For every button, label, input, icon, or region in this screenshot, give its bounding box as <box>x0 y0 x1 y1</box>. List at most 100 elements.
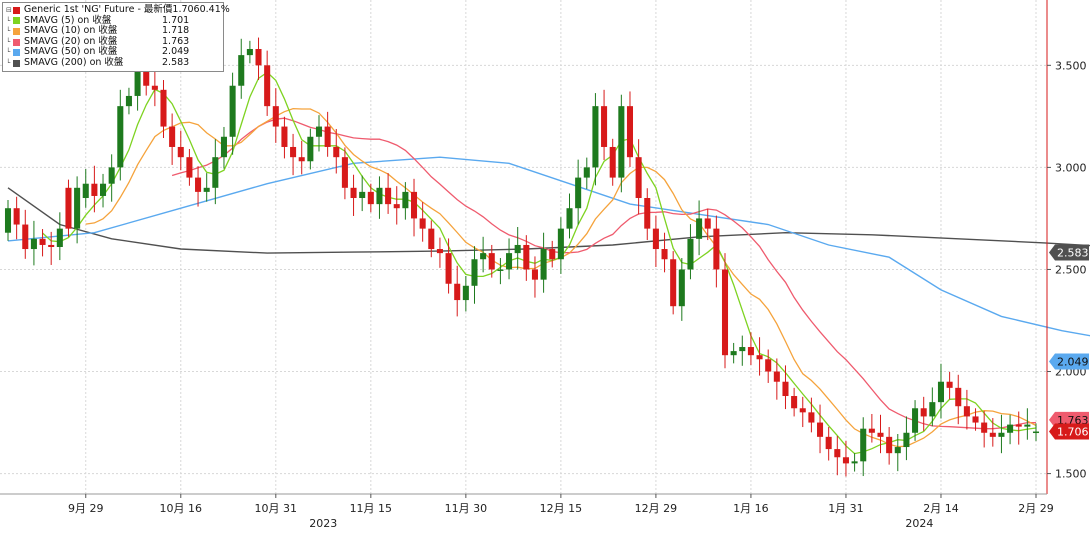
candle-body <box>713 228 720 270</box>
candle-body <box>160 89 167 127</box>
candle-body <box>618 106 625 178</box>
candle-body <box>894 447 901 454</box>
legend-swatch <box>13 27 20 35</box>
legend-value: 2.583 <box>162 56 190 68</box>
candle-body <box>635 157 642 199</box>
candle-body <box>583 167 590 178</box>
x-axis-ticks: 9月 29 10月 16 10月 31 11月 15 11月 30 12月 15 12月 2… <box>68 494 1054 530</box>
candle-body <box>82 183 89 199</box>
legend-value: 1.701 <box>162 14 190 26</box>
candle-body <box>946 381 953 388</box>
candle-body <box>117 106 124 168</box>
candle-body <box>307 136 314 162</box>
x-year-label: 2023 <box>309 517 337 529</box>
candle-body <box>177 146 184 158</box>
candle-body <box>315 126 323 137</box>
legend-label: SMAVG (20) on 收盤 <box>24 35 118 47</box>
x-tick-label: 10月 16 <box>160 502 203 515</box>
x-tick-label: 11月 30 <box>445 502 488 515</box>
x-tick-label: 1月 31 <box>828 502 864 515</box>
candle-body <box>238 55 245 86</box>
value-badge-label: 1.706 <box>1057 426 1089 439</box>
sma-50-line <box>7 156 1090 337</box>
candle-body <box>765 359 772 372</box>
candle-body <box>436 249 443 254</box>
candle-body <box>143 69 150 86</box>
branch-icon: └ <box>6 58 11 67</box>
candle-body <box>549 249 556 260</box>
legend-label: SMAVG (10) on 收盤 <box>24 25 118 37</box>
candle-body <box>65 187 72 229</box>
legend-item[interactable]: └ SMAVG (10) on 收盤 1.718 <box>6 26 220 37</box>
candle-body <box>203 187 210 192</box>
candle-body <box>480 253 487 260</box>
value-badge <box>1049 423 1089 440</box>
candle-body <box>652 228 659 250</box>
candle-body <box>808 412 815 423</box>
candle-body <box>1015 424 1022 427</box>
candle-body <box>246 48 253 56</box>
legend-item[interactable]: ⊟ Generic 1st 'NG' Future - 最新價 1.706 0.… <box>6 4 230 16</box>
value-badge <box>1049 353 1089 370</box>
value-badge-label: 2.049 <box>1057 356 1089 369</box>
candle-body <box>376 187 383 205</box>
legend-item[interactable]: └ SMAVG (50) on 收盤 2.049 <box>6 47 220 58</box>
candle-body <box>264 65 271 107</box>
legend-label: SMAVG (200) on 收盤 <box>24 56 124 68</box>
value-badge <box>1049 244 1089 261</box>
legend-swatch <box>13 17 20 25</box>
legend-value: 1.706 <box>172 4 200 15</box>
candle-body <box>981 422 988 433</box>
candle-body <box>557 228 564 260</box>
candle-body <box>540 249 547 280</box>
candle-body <box>730 351 737 356</box>
candle-body <box>506 253 513 270</box>
branch-icon: └ <box>6 27 11 36</box>
candle-body <box>359 191 366 199</box>
candle-body <box>868 428 875 433</box>
legend-label: Generic 1st 'NG' Future - 最新價 <box>23 4 173 15</box>
candle-body <box>998 432 1005 437</box>
candle-body <box>333 146 340 158</box>
x-tick-label: 12月 29 <box>635 502 678 515</box>
candle-body <box>195 177 202 192</box>
candle-body <box>696 218 703 239</box>
candle-body <box>290 146 297 158</box>
candle-body <box>514 244 521 254</box>
candle-body <box>886 436 893 454</box>
candle-body <box>1032 431 1040 434</box>
candle-body <box>74 187 81 229</box>
candle-body <box>963 406 970 417</box>
legend-item[interactable]: └ SMAVG (20) on 收盤 1.763 <box>6 35 220 48</box>
legend-item[interactable]: └ SMAVG (5) on 收盤 1.701 <box>6 14 220 27</box>
candle-body <box>393 204 400 209</box>
candle-body <box>428 228 435 250</box>
candle-body <box>739 347 746 352</box>
x-tick-label: 1月 16 <box>733 502 769 515</box>
y-tick-label: 3.000 <box>1055 161 1087 174</box>
candle-body <box>341 157 348 188</box>
legend-value: 2.049 <box>162 46 190 58</box>
y-tick-label: 3.500 <box>1055 59 1087 72</box>
candle-body <box>834 449 841 458</box>
grid-lines <box>0 0 1047 494</box>
collapse-icon[interactable]: ⊟ <box>6 6 12 14</box>
legend-item[interactable]: └ SMAVG (200) on 收盤 2.583 <box>6 56 220 69</box>
branch-icon: └ <box>6 37 11 46</box>
candle-body <box>972 416 979 423</box>
candle-body <box>125 95 132 107</box>
branch-icon: └ <box>6 48 11 57</box>
candle-body <box>704 218 711 229</box>
candle-body <box>756 355 763 360</box>
legend-value: 1.763 <box>162 35 190 47</box>
value-badge-label: 2.583 <box>1057 247 1089 260</box>
legend: ⊟ Generic 1st 'NG' Future - 最新價 1.706 0.… <box>2 2 230 72</box>
candle-body <box>773 371 780 382</box>
candle-body <box>324 126 331 147</box>
legend-swatch <box>13 59 20 67</box>
candle-body <box>678 269 685 307</box>
candle-body <box>531 269 538 280</box>
